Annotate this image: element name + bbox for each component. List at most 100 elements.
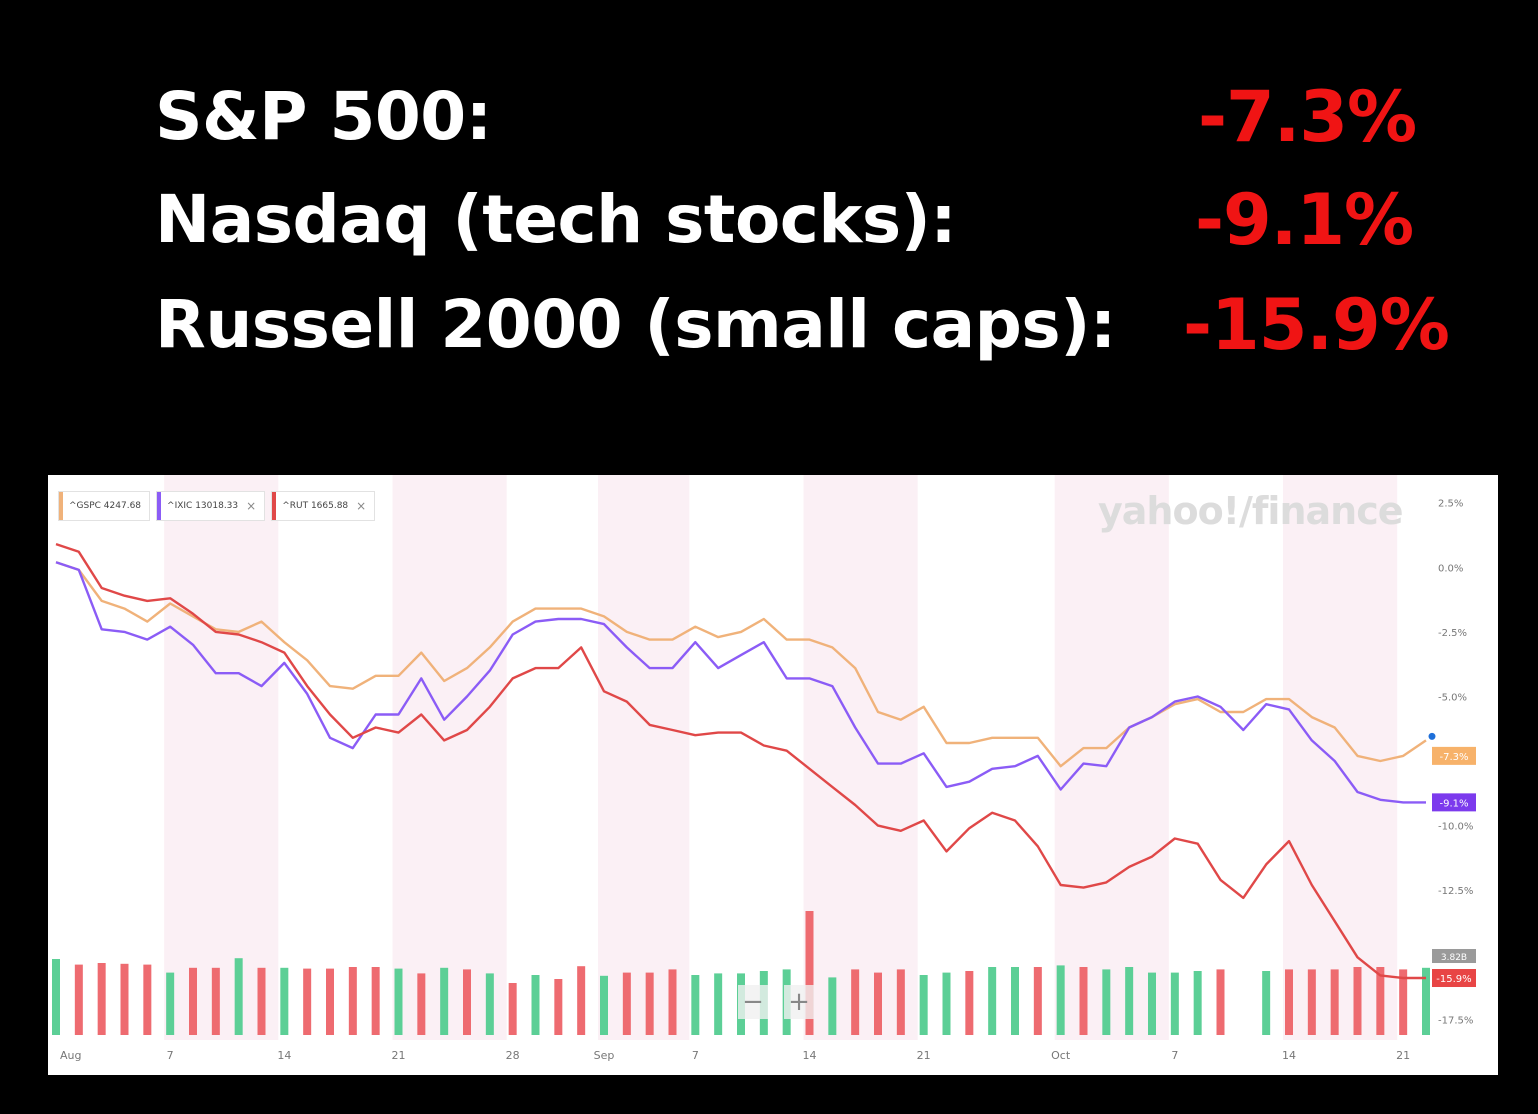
volume-bar [1011, 967, 1019, 1035]
close-icon[interactable]: × [356, 499, 367, 513]
volume-bar [326, 968, 334, 1035]
volume-bar [622, 972, 631, 1035]
stat-value: -9.1% [1195, 179, 1414, 261]
volume-bar [1307, 969, 1316, 1035]
volume-badge-text: 3.82B [1441, 953, 1467, 963]
volume-bar [417, 973, 426, 1035]
yahoo-finance-watermark: yahoo!/finance [1098, 489, 1403, 533]
series-line-ixic [55, 561, 1426, 804]
legend-swatch [157, 492, 162, 520]
volume-bar [97, 963, 106, 1035]
x-tick-label: 21 [1396, 1049, 1410, 1062]
volume-bar [1170, 972, 1179, 1035]
x-tick-label: Sep [594, 1049, 615, 1062]
volume-bar [919, 975, 928, 1035]
y-tick-label: 0.0% [1438, 563, 1463, 574]
week-band [164, 475, 279, 1040]
end-label-badge [1432, 793, 1476, 812]
volume-bar [120, 963, 129, 1035]
legend-item-gspc[interactable]: ^GSPC 4247.68 [58, 491, 151, 521]
volume-bar [52, 959, 60, 1035]
volume-bar [166, 972, 175, 1035]
volume-bar [1193, 971, 1202, 1035]
volume-bar [394, 968, 403, 1035]
week-band [598, 475, 690, 1040]
volume-bar [851, 969, 860, 1035]
volume-bar [1353, 967, 1362, 1035]
week-band [803, 475, 918, 1040]
stat-row-nasdaq: Nasdaq (tech stocks): -9.1% [155, 170, 1438, 270]
y-tick-label: -2.5% [1438, 628, 1467, 639]
volume-bar [714, 973, 723, 1035]
x-tick-label: 7 [692, 1049, 699, 1062]
volume-bar [691, 975, 700, 1035]
volume-bar [988, 967, 997, 1035]
volume-bar [485, 973, 494, 1035]
volume-bar [508, 983, 517, 1035]
volume-bar [531, 975, 540, 1035]
x-tick-label: 21 [917, 1049, 931, 1062]
end-label-badge [1432, 969, 1476, 988]
legend-item-ixic[interactable]: ^IXIC 13018.33 × [156, 491, 266, 521]
volume-bar [189, 967, 197, 1035]
volume-bar [1376, 967, 1385, 1035]
volume-bar [1216, 969, 1225, 1035]
end-label-text: -7.3% [1439, 752, 1468, 763]
x-tick-label: 14 [803, 1049, 817, 1062]
volume-bar [805, 911, 814, 1035]
x-tick-label: 7 [1171, 1049, 1178, 1062]
series-line-gspc [55, 561, 1427, 768]
volume-bar [828, 977, 837, 1035]
legend-item-rut[interactable]: ^RUT 1665.88 × [271, 491, 376, 521]
end-label-text: -9.1% [1439, 798, 1468, 809]
zoom-out-button[interactable]: − [738, 985, 768, 1019]
series-line-rut [55, 542, 1426, 980]
stat-label: Nasdaq (tech stocks): [155, 181, 957, 258]
week-band [392, 475, 507, 1040]
volume-bar [257, 967, 266, 1035]
y-tick-label: -17.5% [1438, 1015, 1473, 1026]
volume-bar [1102, 969, 1111, 1035]
end-label-text: -15.9% [1436, 974, 1471, 985]
volume-bar [668, 969, 677, 1035]
volume-bar [942, 972, 951, 1035]
volume-bar [1079, 967, 1088, 1035]
stat-label: Russell 2000 (small caps): [155, 286, 1116, 363]
volume-bar [1262, 971, 1271, 1035]
legend-swatch [272, 492, 277, 520]
volume-bar [1422, 967, 1430, 1035]
volume-bar [1285, 969, 1293, 1035]
volume-bar [303, 968, 312, 1035]
x-tick-label: 7 [167, 1049, 174, 1062]
stat-row-russell: Russell 2000 (small caps): -15.9% [155, 275, 1450, 375]
volume-bar [1148, 972, 1156, 1035]
close-icon[interactable]: × [246, 499, 257, 513]
volume-bar [1330, 969, 1339, 1035]
volume-bar [371, 967, 380, 1035]
x-tick-label: Oct [1051, 1049, 1071, 1062]
week-band [1283, 475, 1398, 1040]
x-tick-label: Aug [60, 1049, 81, 1062]
chart-canvas: 2.5% 0.0% -2.5% -5.0% -10.0% -12.5% -17.5% Aug 7… [52, 475, 1476, 1062]
zoom-in-button[interactable]: + [784, 985, 814, 1019]
stat-value: -15.9% [1183, 284, 1450, 366]
volume-bar [211, 967, 220, 1035]
volume-badge [1432, 949, 1476, 964]
y-tick-label: -12.5% [1438, 886, 1473, 897]
volume-bar [554, 979, 563, 1035]
volume-bar [143, 964, 152, 1035]
volume-bar [645, 972, 654, 1035]
y-tick-label: 2.5% [1438, 499, 1463, 510]
x-tick-label: 28 [506, 1049, 520, 1062]
volume-bar [1125, 967, 1134, 1035]
volume-bar [965, 971, 974, 1035]
legend-text: ^IXIC 13018.33 [167, 501, 239, 511]
volume-bar [874, 972, 882, 1035]
legend-text: ^GSPC 4247.68 [69, 501, 142, 511]
end-label-badge [1432, 746, 1476, 765]
volume-bar [1033, 967, 1042, 1035]
chart-legend: ^GSPC 4247.68 ^IXIC 13018.33 × ^RUT 1665… [58, 491, 376, 521]
volume-bar [280, 967, 289, 1035]
volume-bar [1056, 965, 1065, 1035]
volume-bar [440, 967, 449, 1035]
